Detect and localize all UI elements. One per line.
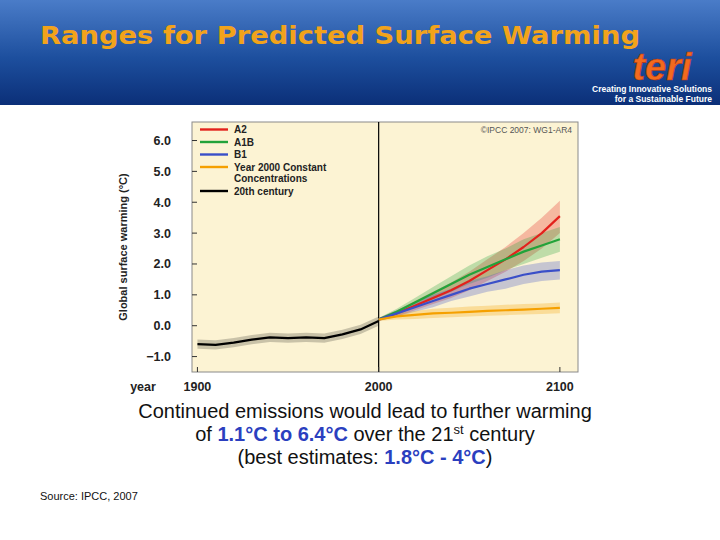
legend-swatch bbox=[200, 141, 228, 143]
legend-label: 20th century bbox=[234, 186, 294, 197]
caption-part: st bbox=[454, 422, 465, 437]
x-tick-label: 2100 bbox=[546, 380, 574, 394]
uncertainty-band bbox=[379, 201, 560, 321]
data-group bbox=[197, 122, 559, 372]
legend-swatch bbox=[200, 190, 228, 192]
y-tick bbox=[192, 171, 197, 172]
y-tick-label: 0.0 bbox=[154, 319, 171, 333]
caption-part: 1.1°C to 6.4°C bbox=[217, 423, 347, 445]
series-line bbox=[379, 216, 560, 319]
caption-line: of 1.1°C to 6.4°C over the 21st century bbox=[195, 422, 535, 445]
y-tick bbox=[192, 140, 197, 141]
logo-tagline: for a Sustainable Future bbox=[615, 94, 713, 104]
source-note: Source: IPCC, 2007 bbox=[40, 490, 138, 502]
y-tick bbox=[192, 202, 197, 203]
y-axis-label: Global surface warming (°C) bbox=[117, 173, 129, 321]
x-axis-label: year bbox=[130, 380, 156, 394]
legend-label-line: Concentrations bbox=[234, 173, 308, 184]
slide-title: Ranges for Predicted Surface Warming bbox=[40, 22, 640, 50]
caption-line: (best estimates: 1.8°C - 4°C) bbox=[238, 446, 493, 468]
y-tick-label: −1.0 bbox=[146, 350, 171, 364]
legend-label-line: A1B bbox=[234, 137, 254, 148]
x-tick bbox=[197, 367, 198, 372]
y-tick bbox=[192, 263, 197, 264]
y-tick-label: 2.0 bbox=[154, 257, 171, 271]
uncertainty-band bbox=[197, 316, 378, 349]
slide: Ranges for Predicted Surface Warmingteri… bbox=[0, 0, 720, 540]
y-tick-label: 1.0 bbox=[154, 288, 171, 302]
uncertainty-band bbox=[379, 303, 560, 322]
series-line bbox=[379, 270, 560, 319]
caption-part: ) bbox=[486, 446, 493, 468]
y-tick-label: 4.0 bbox=[154, 196, 171, 210]
legend-label: B1 bbox=[234, 149, 247, 160]
series-line bbox=[379, 308, 560, 320]
y-tick-label: 6.0 bbox=[154, 134, 171, 148]
y-tick bbox=[192, 233, 197, 234]
legend-label-line: Year 2000 Constant bbox=[234, 162, 327, 173]
x-tick bbox=[559, 367, 560, 372]
series-line bbox=[379, 239, 560, 319]
caption-part: of bbox=[195, 423, 217, 445]
caption-part: (best estimates: bbox=[238, 446, 385, 468]
legend-label: A2 bbox=[234, 124, 247, 135]
y-tick bbox=[192, 294, 197, 295]
legend-swatch bbox=[200, 128, 228, 130]
legend-label-line: A2 bbox=[234, 124, 247, 135]
x-tick-label: 2000 bbox=[365, 380, 393, 394]
plot-frame bbox=[192, 122, 578, 372]
legend: A2A1BB1Year 2000 ConstantConcentrations2… bbox=[200, 124, 327, 197]
logo-tagline: Creating Innovative Solutions bbox=[592, 84, 712, 94]
caption-line: Continued emissions would lead to furthe… bbox=[138, 400, 592, 422]
caption-part: century bbox=[464, 423, 535, 445]
x-tick bbox=[378, 367, 379, 372]
legend-label: A1B bbox=[234, 137, 254, 148]
caption-part: Continued emissions would lead to furthe… bbox=[138, 400, 592, 422]
legend-label-line: B1 bbox=[234, 149, 247, 160]
legend-label-line: 20th century bbox=[234, 186, 294, 197]
x-tick-label: 1900 bbox=[184, 380, 212, 394]
series-line bbox=[197, 321, 378, 345]
logo: teri bbox=[632, 46, 693, 88]
header-banner bbox=[0, 0, 720, 105]
uncertainty-band bbox=[379, 261, 560, 321]
legend-label: Year 2000 ConstantConcentrations bbox=[234, 162, 327, 185]
y-tick-label: 3.0 bbox=[154, 227, 171, 241]
y-tick-label: 5.0 bbox=[154, 165, 171, 179]
caption-part: 1.8°C - 4°C bbox=[384, 446, 486, 468]
y-tick bbox=[192, 356, 197, 357]
copyright-annotation: ©IPCC 2007: WG1-AR4 bbox=[481, 125, 573, 135]
y-tick bbox=[192, 325, 197, 326]
divider-line bbox=[378, 122, 379, 372]
legend-swatch bbox=[200, 166, 228, 168]
caption-part: over the 21 bbox=[348, 423, 454, 445]
legend-swatch bbox=[200, 153, 228, 155]
